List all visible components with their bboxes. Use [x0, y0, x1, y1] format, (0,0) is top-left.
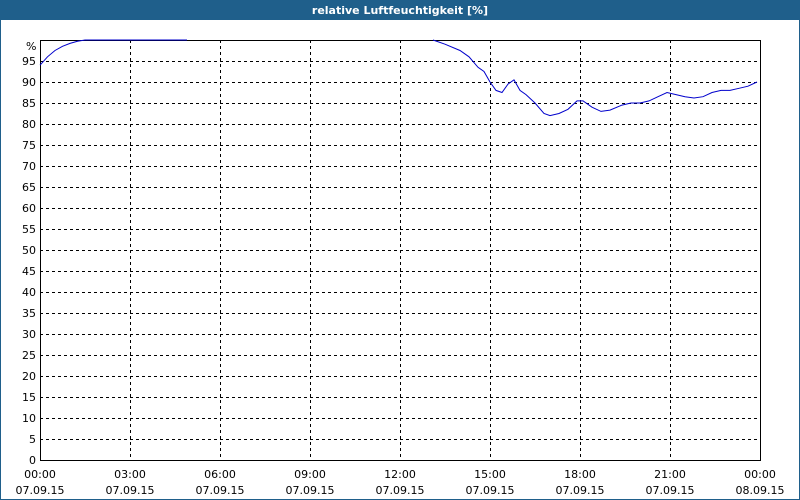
y-tick-label-35: 35: [22, 307, 36, 320]
humidity-line-segment-2: [433, 40, 757, 116]
y-tick-label-70: 70: [22, 160, 36, 173]
x-tick-time-4: 12:00: [384, 468, 416, 481]
grid: [40, 40, 760, 460]
y-tick-label-80: 80: [22, 118, 36, 131]
x-tick-time-1: 03:00: [114, 468, 146, 481]
x-tick-time-0: 00:00: [24, 468, 56, 481]
y-tick-label-40: 40: [22, 286, 36, 299]
y-axis-ticks: 0 5 10 15 20 25 30 35 40 45 50 55 60 65 70 75 80 85 90 95: [22, 55, 36, 467]
x-axis-ticks: 00:00 07.09.15 03:00 07.09.15 06:00 07.09.15 0…: [16, 468, 785, 497]
y-tick-label-90: 90: [22, 76, 36, 89]
y-tick-label-45: 45: [22, 265, 36, 278]
y-tick-label-5: 5: [29, 433, 36, 446]
y-tick-label-60: 60: [22, 202, 36, 215]
y-tick-label-30: 30: [22, 328, 36, 341]
x-tick-date-4: 07.09.15: [376, 484, 425, 497]
x-tick-time-3: 09:00: [294, 468, 326, 481]
x-tick-date-7: 07.09.15: [646, 484, 695, 497]
y-tick-label-85: 85: [22, 97, 36, 110]
series-lines: [40, 40, 757, 116]
y-tick-label-10: 10: [22, 412, 36, 425]
x-tick-date-2: 07.09.15: [196, 484, 245, 497]
y-tick-label-55: 55: [22, 223, 36, 236]
x-tick-time-2: 06:00: [204, 468, 236, 481]
y-tick-label-95: 95: [22, 55, 36, 68]
y-tick-label-65: 65: [22, 181, 36, 194]
y-tick-label-75: 75: [22, 139, 36, 152]
y-tick-label-0: 0: [29, 454, 36, 467]
y-tick-label-20: 20: [22, 370, 36, 383]
y-tick-label-50: 50: [22, 244, 36, 257]
y-unit-label: %: [26, 40, 36, 53]
x-tick-date-0: 07.09.15: [16, 484, 65, 497]
y-tick-label-15: 15: [22, 391, 36, 404]
x-tick-time-8: 00:00: [744, 468, 776, 481]
x-tick-date-3: 07.09.15: [286, 484, 335, 497]
x-tick-time-7: 21:00: [654, 468, 686, 481]
x-tick-time-5: 15:00: [474, 468, 506, 481]
x-tick-date-6: 07.09.15: [556, 484, 605, 497]
x-tick-time-6: 18:00: [564, 468, 596, 481]
x-tick-date-5: 07.09.15: [466, 484, 515, 497]
x-tick-date-8: 08.09.15: [736, 484, 785, 497]
x-tick-date-1: 07.09.15: [106, 484, 155, 497]
y-tick-label-25: 25: [22, 349, 36, 362]
